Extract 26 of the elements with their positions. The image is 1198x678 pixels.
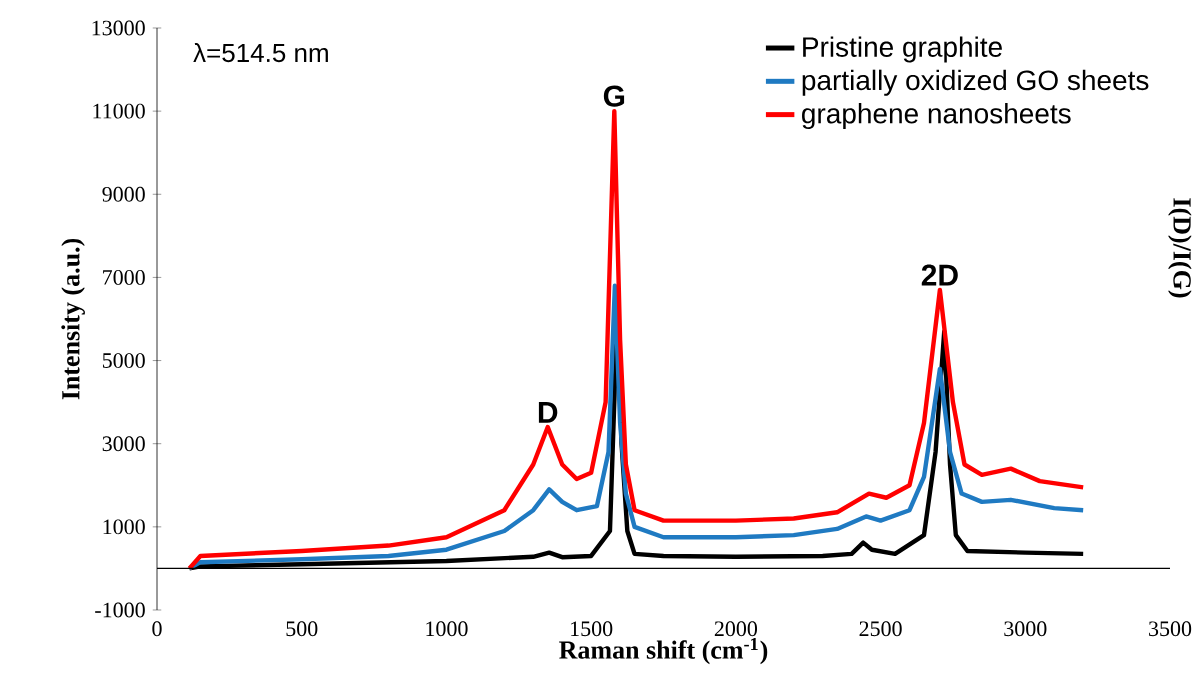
y-tick-label: 9000 — [102, 186, 145, 202]
x-tick-label: 1500 — [571, 621, 613, 637]
x-tick-label: 2000 — [714, 621, 758, 637]
x-tick-label: 0 — [152, 621, 162, 637]
annotation: I(D)/I(G) — [1168, 198, 1192, 298]
legend-label: graphene nanosheets — [802, 102, 1071, 130]
y-tick-label: 11000 — [93, 103, 145, 119]
x-tick-label: 3500 — [1149, 621, 1192, 637]
annotation: G — [603, 85, 625, 107]
annotation: λ=514.5 nm — [193, 43, 328, 63]
x-axis-title: Raman shift (cm$^{-1}$) — [559, 637, 768, 665]
annotation: 2D — [921, 264, 958, 286]
legend-label: Pristine graphite — [803, 36, 1002, 63]
y-axis-title: Intensity (a.u.) — [61, 238, 85, 400]
y-tick-label: 5000 — [102, 353, 145, 368]
y-tick-label: -1000 — [95, 602, 145, 618]
x-tick-label: 3000 — [1004, 621, 1047, 637]
x-tick-label: 2500 — [859, 621, 902, 637]
annotation: D — [538, 402, 558, 423]
y-tick-label: 3000 — [102, 436, 145, 452]
y-tick-label: 7000 — [103, 270, 145, 285]
y-tick-label: 1000 — [103, 519, 145, 535]
y-tick-label: 13000 — [92, 20, 145, 36]
x-tick-label: 500 — [286, 621, 318, 637]
legend-label: partially oxidized GO sheets — [802, 69, 1149, 96]
x-tick-label: 1000 — [426, 621, 468, 637]
